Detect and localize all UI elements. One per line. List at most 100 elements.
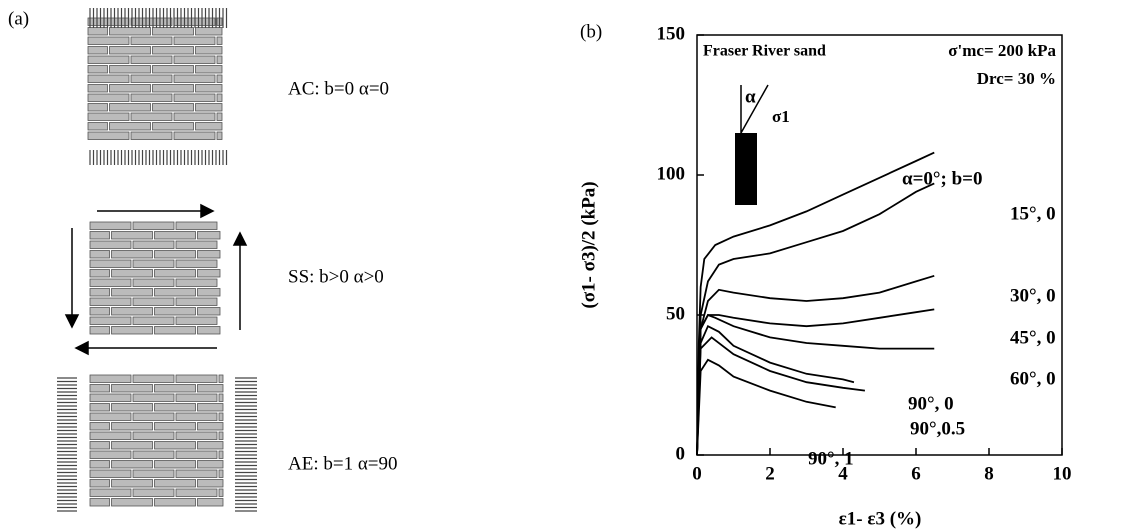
x-tick-label: 0: [692, 463, 702, 484]
brick: [152, 103, 194, 112]
brick: [154, 479, 196, 488]
brick: [154, 460, 196, 469]
brick: [173, 112, 216, 121]
brick: [197, 231, 221, 240]
brick: [218, 374, 224, 383]
brick: [89, 460, 110, 469]
brick: [89, 469, 132, 478]
brick: [218, 431, 224, 440]
brick: [87, 84, 108, 93]
brick: [132, 393, 175, 402]
y-axis-label: (σ1- σ3)/2 (kPa): [578, 181, 599, 308]
brick: [130, 112, 173, 121]
brick: [195, 46, 223, 55]
brick: [87, 122, 108, 131]
x-tick-label: 10: [1053, 463, 1072, 484]
brick: [218, 450, 224, 459]
brick: [154, 384, 196, 393]
y-tick-label: 50: [666, 303, 685, 324]
brick: [89, 450, 132, 459]
brick: [175, 316, 218, 325]
brick: [111, 326, 153, 335]
curve-label: 15°, 0: [1010, 203, 1056, 224]
brick: [89, 412, 132, 421]
brick: [195, 84, 223, 93]
brick: [132, 488, 175, 497]
brick: [130, 93, 173, 102]
brick: [89, 393, 132, 402]
brick: [89, 278, 132, 287]
brick: [109, 27, 151, 36]
brick: [89, 403, 110, 412]
brick: [216, 74, 223, 83]
brick: [132, 297, 175, 306]
brick: [197, 422, 224, 431]
brick: [111, 479, 153, 488]
curve: [696, 308, 935, 456]
brick: [173, 74, 216, 83]
brick: [132, 316, 175, 325]
brick: [109, 122, 151, 131]
brick: [132, 431, 175, 440]
case-label: AE: b=1 α=90: [288, 453, 398, 474]
x-tick-label: 4: [838, 463, 848, 484]
case-label: SS: b>0 α>0: [288, 266, 384, 287]
brick: [111, 498, 153, 507]
brick: [197, 479, 224, 488]
brick: [87, 17, 130, 26]
brick: [111, 384, 153, 393]
brick: [109, 84, 151, 93]
brick: [195, 65, 223, 74]
brick: [154, 231, 196, 240]
brick: [195, 122, 223, 131]
brick: [89, 297, 132, 306]
brick: [111, 460, 153, 469]
y-tick-label: 100: [657, 163, 686, 184]
curve-label: 45°, 0: [1010, 327, 1056, 348]
y-tick-label: 150: [657, 23, 686, 44]
brick: [197, 384, 224, 393]
brick: [197, 269, 221, 278]
brick: [130, 17, 173, 26]
brick: [197, 326, 221, 335]
brick: [197, 498, 224, 507]
brick: [132, 221, 175, 230]
brick: [89, 326, 110, 335]
brick: [87, 131, 130, 140]
brick: [109, 103, 151, 112]
brick: [195, 103, 223, 112]
brick: [175, 431, 218, 440]
brick: [216, 36, 223, 45]
brick: [111, 250, 153, 259]
brick: [154, 288, 196, 297]
brick: [89, 259, 132, 268]
brick: [130, 55, 173, 64]
brick: [175, 221, 218, 230]
brick: [197, 441, 224, 450]
brick: [132, 259, 175, 268]
brick: [89, 431, 132, 440]
brick: [175, 278, 218, 287]
brick: [173, 93, 216, 102]
brick: [89, 384, 110, 393]
annotation: α: [745, 86, 756, 107]
brick: [89, 422, 110, 431]
brick: [87, 27, 108, 36]
brick: [175, 450, 218, 459]
brick: [89, 221, 132, 230]
brick: [87, 103, 108, 112]
brick: [218, 488, 224, 497]
brick: [87, 74, 130, 83]
brick: [89, 250, 110, 259]
brick: [197, 307, 221, 316]
brick: [152, 84, 194, 93]
brick: [152, 122, 194, 131]
brick: [130, 74, 173, 83]
brick: [154, 441, 196, 450]
brick: [175, 297, 218, 306]
brick: [154, 498, 196, 507]
brick: [218, 393, 224, 402]
x-tick-label: 6: [911, 463, 921, 484]
brick: [132, 450, 175, 459]
curve: [696, 151, 935, 456]
